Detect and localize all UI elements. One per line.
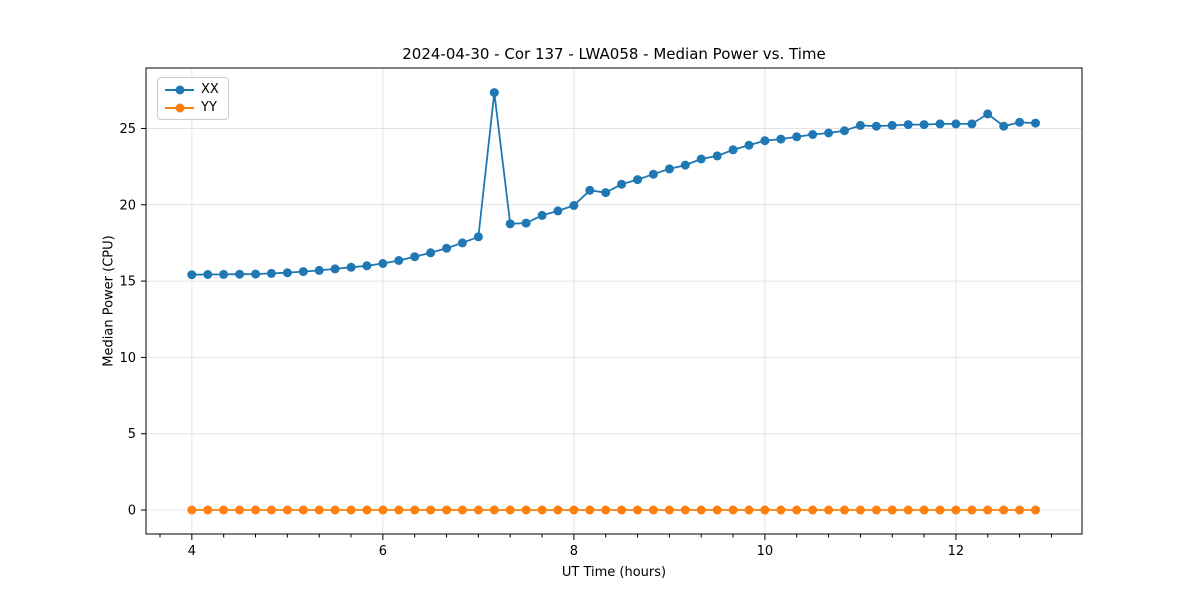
legend-item-yy: YY — [165, 101, 219, 114]
svg-text:12: 12 — [948, 544, 965, 559]
svg-text:25: 25 — [119, 122, 136, 137]
svg-text:0: 0 — [128, 504, 136, 519]
svg-text:6: 6 — [379, 544, 387, 559]
legend-item-xx: XX — [165, 83, 219, 96]
chart-title: 2024-04-30 - Cor 137 - LWA058 - Median P… — [402, 45, 826, 63]
svg-text:10: 10 — [119, 351, 136, 366]
y-axis-label: Median Power (CPU) — [101, 235, 117, 367]
svg-text:4: 4 — [188, 544, 196, 559]
svg-text:15: 15 — [119, 275, 136, 290]
x-axis-label: UT Time (hours) — [561, 565, 667, 580]
legend-label-xx: XX — [201, 82, 219, 97]
svg-text:10: 10 — [757, 544, 774, 559]
svg-text:20: 20 — [119, 198, 136, 213]
legend-line-marker-yy — [165, 103, 194, 113]
legend-line-marker-xx — [165, 85, 194, 95]
legend: XX YY — [157, 77, 229, 120]
svg-text:8: 8 — [570, 544, 578, 559]
legend-label-yy: YY — [201, 100, 217, 115]
svg-text:5: 5 — [128, 427, 136, 442]
